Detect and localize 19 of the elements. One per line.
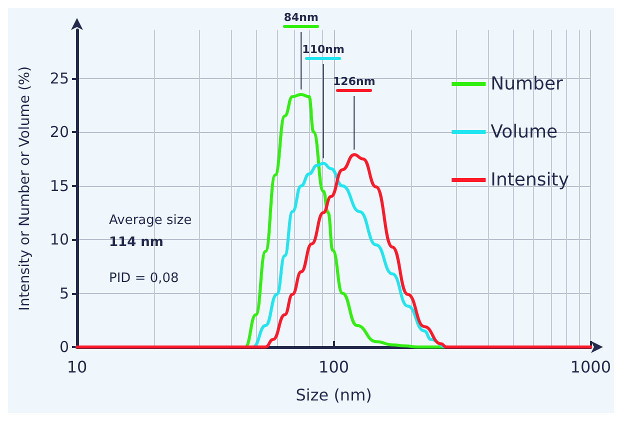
annotation: 114 nm xyxy=(109,235,164,250)
annotation: 84nm xyxy=(284,11,318,24)
annotation: Average size xyxy=(109,213,192,228)
x-tick-label: 1000 xyxy=(570,358,611,376)
annotation: 126nm xyxy=(333,75,376,88)
y-tick-label: 10 xyxy=(50,230,69,249)
legend-label: Volume xyxy=(490,122,558,142)
y-tick-label: 25 xyxy=(50,69,69,88)
annotation: PID = 0,08 xyxy=(109,271,179,286)
y-tick-label: 5 xyxy=(59,284,69,302)
legend-label: Number xyxy=(490,74,564,94)
y-tick-label: 20 xyxy=(50,123,69,142)
legend-label: Intensity xyxy=(490,170,570,190)
annotation: 110nm xyxy=(302,43,344,56)
y-tick-label: 0 xyxy=(59,338,69,356)
x-axis-title: Size (nm) xyxy=(296,386,372,404)
x-tick-label: 100 xyxy=(318,358,350,376)
y-tick-label: 15 xyxy=(50,176,69,195)
y-axis-title: Intensity or Number or Volume (%) xyxy=(17,66,33,311)
